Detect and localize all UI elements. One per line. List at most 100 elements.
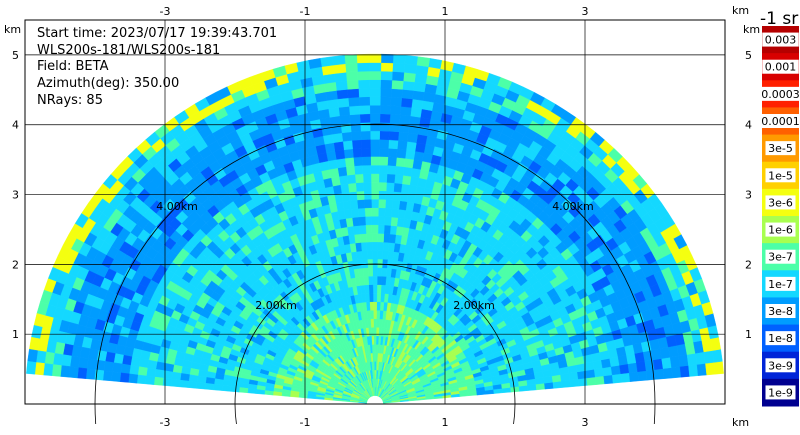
range-ring-tail [513, 403, 516, 425]
data-bin [377, 224, 385, 234]
data-bin [360, 122, 371, 132]
data-bin [359, 105, 371, 115]
data-bin [362, 164, 372, 175]
data-bin [102, 370, 113, 382]
data-bin [378, 190, 387, 200]
beta-field-layer [26, 53, 724, 404]
data-bin [155, 361, 166, 371]
y-unit-right: km [743, 23, 760, 36]
start-time-label: Start time: 2023/07/17 19:39:43.701 [37, 26, 278, 41]
colorbar-label-bg [765, 249, 796, 264]
data-bin [247, 388, 257, 394]
data-bin [370, 173, 380, 183]
colorbar-label-bg [765, 195, 796, 210]
colorbar-label-bg [765, 358, 796, 373]
data-bin [678, 354, 689, 367]
data-bin [154, 369, 165, 379]
y-tick-label-left: 2 [12, 258, 19, 271]
field-label: Field: BETA [37, 59, 109, 74]
colorbar-title: -1 sr [760, 9, 799, 29]
data-bin [385, 199, 394, 209]
colorbar-label: 1e-8 [768, 332, 793, 345]
data-bin [373, 310, 377, 319]
data-bin [389, 113, 401, 124]
data-bin [412, 159, 423, 170]
data-bin [375, 335, 379, 345]
data-bin [662, 367, 673, 379]
data-bin [339, 114, 351, 125]
data-bin [396, 148, 407, 159]
data-bin [370, 156, 380, 166]
colorbar-label-bg [765, 385, 796, 400]
data-bin [381, 267, 388, 277]
data-bin [661, 357, 672, 369]
data-bin [170, 378, 181, 388]
data-bin [709, 336, 721, 351]
data-bin [401, 89, 414, 100]
data-bin [376, 309, 381, 320]
data-bin [380, 70, 393, 81]
data-bin [393, 182, 403, 193]
data-bin [27, 348, 38, 363]
data-bin [372, 250, 378, 260]
data-bin [416, 56, 431, 67]
data-bin [410, 167, 421, 179]
data-bin [333, 63, 347, 74]
data-bin [362, 258, 369, 269]
data-bin [390, 88, 403, 99]
data-bin [409, 176, 420, 187]
y-unit-left: km [4, 23, 21, 36]
data-bin [387, 156, 397, 167]
data-bin [356, 62, 370, 72]
data-bin [404, 55, 418, 66]
data-bin [409, 115, 421, 127]
data-bin [383, 233, 391, 243]
data-bin [593, 367, 604, 378]
data-bin [376, 301, 381, 311]
data-bin [348, 191, 358, 201]
data-bin [377, 233, 385, 243]
data-bin [387, 250, 394, 261]
data-bin [120, 363, 131, 375]
data-bin [382, 241, 390, 252]
data-bin [376, 267, 383, 277]
data-bin [357, 207, 366, 218]
data-bin [399, 191, 409, 202]
data-bin [137, 366, 148, 377]
data-bin [368, 275, 374, 285]
data-bin [377, 216, 386, 226]
data-bin [390, 216, 399, 227]
data-bin [69, 355, 81, 368]
data-bin [388, 139, 399, 150]
data-bin [378, 181, 387, 192]
data-bin [569, 378, 580, 388]
y-tick-label-right: 5 [745, 49, 752, 62]
data-bin [400, 106, 412, 117]
data-bin [345, 165, 356, 176]
data-bin [399, 114, 411, 125]
data-bin [326, 98, 339, 110]
data-bin [129, 365, 140, 376]
data-bin [344, 54, 358, 65]
data-bin [705, 362, 716, 376]
data-bin [60, 365, 71, 378]
y-tick-label-right: 2 [745, 258, 752, 271]
data-bin [688, 364, 699, 377]
data-bin [400, 97, 413, 108]
data-bin [350, 130, 362, 141]
data-bin [369, 105, 381, 115]
data-bin [403, 63, 417, 74]
data-bin [336, 89, 349, 100]
data-bin [713, 361, 724, 375]
data-bin [392, 54, 406, 65]
data-bin [29, 336, 41, 351]
data-bin [402, 80, 415, 91]
data-bin [340, 183, 350, 194]
x-unit-top: km [732, 4, 749, 17]
data-bin [389, 225, 398, 235]
data-bin [386, 165, 397, 175]
colorbar-label: 1e-5 [768, 169, 793, 182]
ring-label: 4.00km [552, 200, 594, 213]
data-bin [403, 72, 416, 83]
y-tick-label-left: 3 [12, 189, 19, 202]
